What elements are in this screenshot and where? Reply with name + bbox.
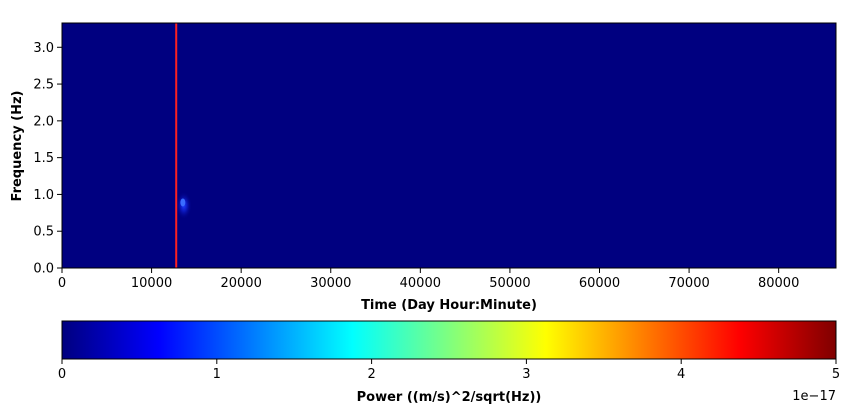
y-tick-label: 1.0 xyxy=(33,188,54,203)
colorbar-tick-label: 5 xyxy=(832,367,840,382)
spectrogram: 0 10000 20000 30000 40000 50000 60000 70000 8000… xyxy=(10,22,837,313)
x-tick-label: 60000 xyxy=(579,276,620,291)
colorbar-tick-label: 4 xyxy=(677,367,685,382)
colorbar: 0 1 2 3 4 5 Power ((m/s)^2/sqrt(Hz)) 1e−17 xyxy=(58,320,840,405)
x-tick-label: 20000 xyxy=(220,276,261,291)
colorbar-tick-label: 1 xyxy=(213,367,221,382)
colorbar-scale-label: 1e−17 xyxy=(792,389,836,404)
y-tick-label: 0.5 xyxy=(33,225,54,240)
x-tick-label: 0 xyxy=(58,276,66,291)
x-tick-label: 70000 xyxy=(668,276,709,291)
hotspot xyxy=(175,191,192,220)
y-tick-label: 1.5 xyxy=(33,151,54,166)
x-tick-label: 80000 xyxy=(758,276,799,291)
x-tick-label: 10000 xyxy=(131,276,172,291)
colorbar-tick-label: 2 xyxy=(367,367,375,382)
colorbar-tick-label: 3 xyxy=(522,367,530,382)
y-axis: 0.0 0.5 1.0 1.5 2.0 2.5 3.0 xyxy=(33,41,62,277)
plot-frame xyxy=(61,22,837,269)
colorbar-gradient xyxy=(61,320,837,360)
x-axis-label: Time (Day Hour:Minute) xyxy=(361,298,537,313)
x-axis: 0 10000 20000 30000 40000 50000 60000 70000 8000… xyxy=(58,268,799,291)
colorbar-label: Power ((m/s)^2/sqrt(Hz)) xyxy=(357,390,542,405)
spectrogram-background xyxy=(62,23,836,268)
y-tick-label: 3.0 xyxy=(33,41,54,56)
y-tick-label: 0.0 xyxy=(33,262,54,277)
colorbar-tick-label: 0 xyxy=(58,367,66,382)
y-axis-label: Frequency (Hz) xyxy=(10,91,25,202)
y-tick-label: 2.5 xyxy=(33,78,54,93)
colorbar-axis: 0 1 2 3 4 5 xyxy=(58,359,840,382)
x-tick-label: 30000 xyxy=(310,276,351,291)
hotspot-core xyxy=(180,198,186,207)
y-tick-label: 2.0 xyxy=(33,114,54,129)
x-tick-label: 40000 xyxy=(400,276,441,291)
x-tick-label: 50000 xyxy=(489,276,530,291)
